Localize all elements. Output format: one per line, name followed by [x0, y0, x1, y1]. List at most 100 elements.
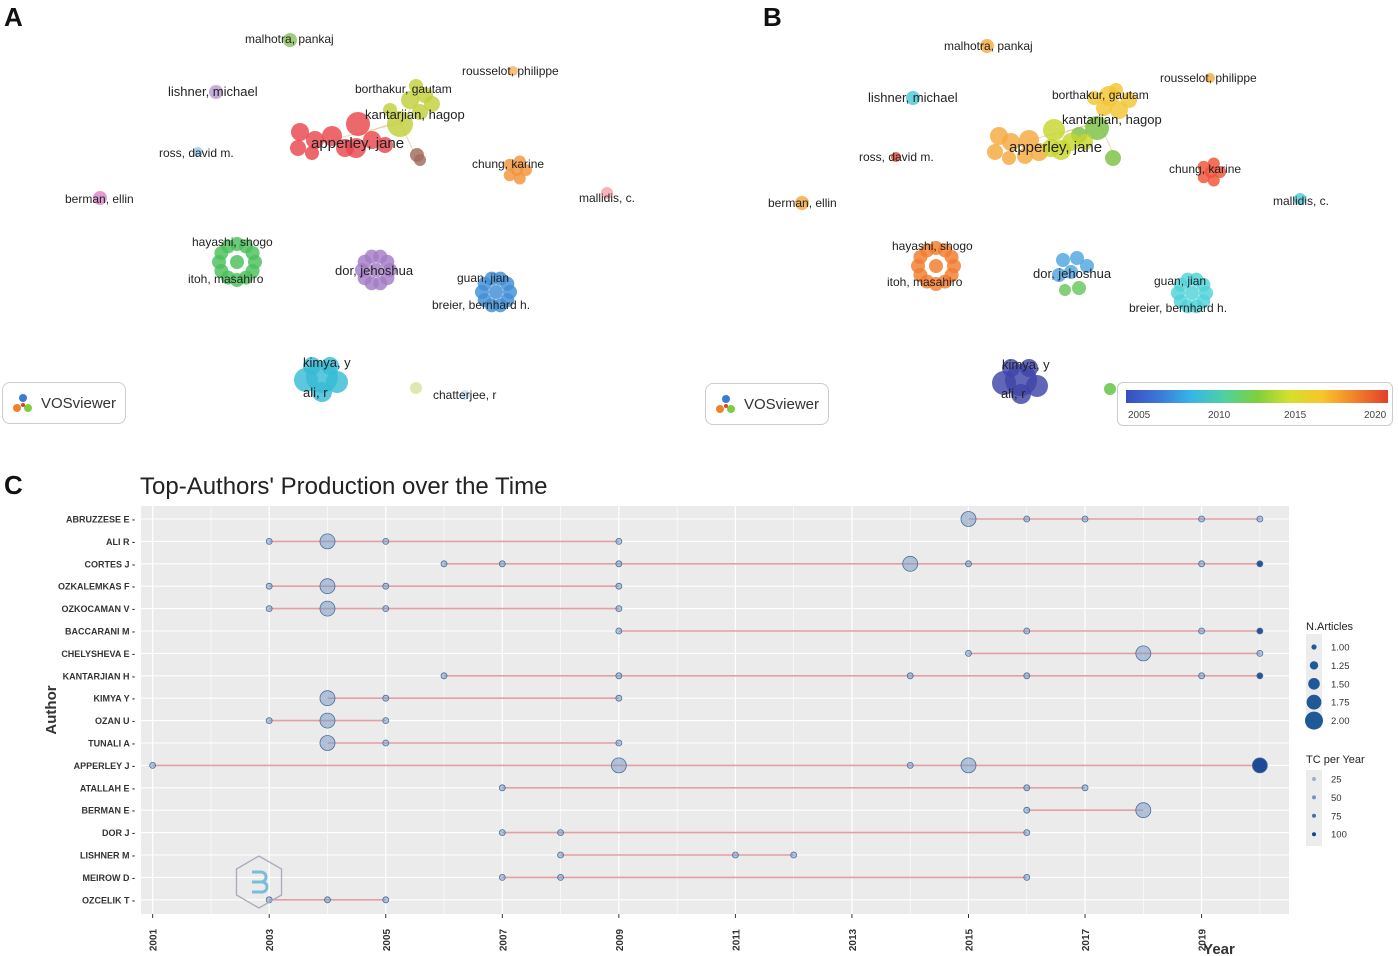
data-point: [906, 672, 914, 680]
network-node: [1214, 166, 1226, 178]
colorbar-tick: 2020: [1364, 410, 1387, 421]
y-tick-label: CORTES J -: [84, 559, 135, 569]
network-node: [193, 147, 203, 157]
data-point: [382, 538, 390, 545]
network-node-label: ross, david m.: [859, 150, 934, 164]
legend-color-swatch: [1312, 777, 1316, 781]
data-point: [610, 757, 627, 774]
legend-size-label: 1.50: [1331, 679, 1350, 690]
data-point: [319, 578, 336, 595]
network-node: [409, 79, 423, 93]
network-node-label: ali, r: [303, 385, 328, 400]
x-tick-label: 2017: [1081, 928, 1092, 951]
network-node-label: breier, bernhard h.: [432, 298, 530, 312]
network-node: [230, 255, 244, 269]
data-point: [615, 605, 623, 613]
network-node-label: ali, r: [1001, 386, 1026, 401]
network-node: [312, 382, 332, 402]
legend-color-label: 25: [1331, 775, 1342, 786]
network-node: [1196, 277, 1211, 292]
network-node: [321, 357, 339, 375]
network-node: [1002, 133, 1020, 151]
y-tick-label: LISHNER M -: [80, 851, 135, 861]
chart-title: Top-Authors' Production over the Time: [140, 473, 547, 500]
network-node: [369, 263, 383, 277]
data-point: [1198, 627, 1205, 635]
data-point: [1198, 515, 1205, 523]
y-tick-label: OZCELIK T -: [82, 895, 135, 905]
authors-production-chart: Top-Authors' Production over the Time 200…: [0, 468, 1398, 956]
data-point: [1198, 672, 1205, 680]
network-node: [1042, 139, 1060, 157]
data-point: [382, 717, 390, 725]
network-node: [410, 382, 422, 394]
network-node: [363, 131, 381, 149]
y-tick-label: APPERLEY J -: [74, 761, 135, 771]
data-point: [906, 761, 914, 769]
network-node-label: apperley, jane: [311, 135, 404, 152]
network-node-label: lishner, michael: [868, 90, 958, 105]
data-point: [440, 672, 448, 680]
data-point: [265, 717, 273, 725]
network-node: [980, 39, 994, 53]
coauthor-network-overlay-view: malhotra, pankaj rousselot, philippe lishn…: [699, 0, 1398, 440]
data-point: [1023, 515, 1031, 523]
network-node: [346, 138, 366, 158]
network-node: [93, 191, 107, 205]
data-point: [1081, 515, 1089, 523]
network-node: [489, 285, 503, 299]
data-point: [1135, 802, 1152, 819]
data-point: [1081, 784, 1089, 792]
network-node: [1002, 151, 1016, 165]
network-node-label: apperley, jane: [1009, 139, 1102, 156]
data-point: [1023, 627, 1031, 635]
data-point: [1256, 672, 1264, 680]
panel-letter-c: C: [4, 470, 23, 500]
legend-size-swatch: [1308, 678, 1320, 690]
legend-color-swatch: [1312, 795, 1316, 800]
data-point: [382, 739, 390, 747]
network-node: [1104, 383, 1116, 395]
network-node: [401, 91, 419, 109]
data-point: [1256, 627, 1264, 635]
network-node-label: kimya, y: [303, 355, 351, 370]
colorbar-gradient: [1126, 390, 1388, 403]
network-node-label: kimya, y: [1002, 357, 1050, 372]
watermark-glyph: [252, 870, 269, 894]
vosviewer-label: VOSviewer: [41, 394, 117, 412]
data-point: [1256, 560, 1264, 568]
legend-size-label: 1.75: [1331, 698, 1350, 709]
network-node: [383, 103, 397, 117]
network-node: [209, 85, 223, 99]
data-point: [1023, 806, 1031, 814]
y-tick-label: OZKOCAMAN V -: [62, 604, 136, 614]
data-point: [265, 605, 273, 613]
plot-background: [141, 506, 1289, 914]
network-node-label: malhotra, pankaj: [245, 32, 334, 46]
vosviewer-label: VOSviewer: [744, 395, 820, 413]
data-point: [498, 560, 506, 568]
network-node-label: mallidis, c.: [579, 191, 635, 205]
network-node: [1096, 100, 1112, 116]
network-node-label: guan, jian: [457, 271, 509, 285]
network-node: [795, 196, 809, 210]
network-node-label: malhotra, pankaj: [944, 39, 1033, 53]
network-node: [906, 91, 920, 105]
network-node: [1072, 281, 1086, 295]
network-node-label: mallidis, c.: [1273, 194, 1329, 208]
y-tick-label: BACCARANI M -: [65, 627, 135, 637]
data-point: [615, 739, 623, 747]
network-node-label: kantarjian, hagop: [1062, 112, 1162, 127]
network-b-canvas: malhotra, pankaj rousselot, philippe lishn…: [768, 39, 1329, 404]
x-tick-label: 2013: [848, 928, 859, 951]
network-node: [1085, 116, 1109, 140]
network-node: [387, 111, 413, 137]
data-point: [440, 560, 448, 568]
data-point: [498, 784, 506, 792]
data-point: [498, 829, 506, 837]
network-node: [306, 131, 324, 149]
data-point: [319, 600, 336, 617]
network-node: [1105, 150, 1121, 166]
data-point: [790, 851, 798, 859]
legend-size-label: 1.00: [1331, 643, 1350, 654]
